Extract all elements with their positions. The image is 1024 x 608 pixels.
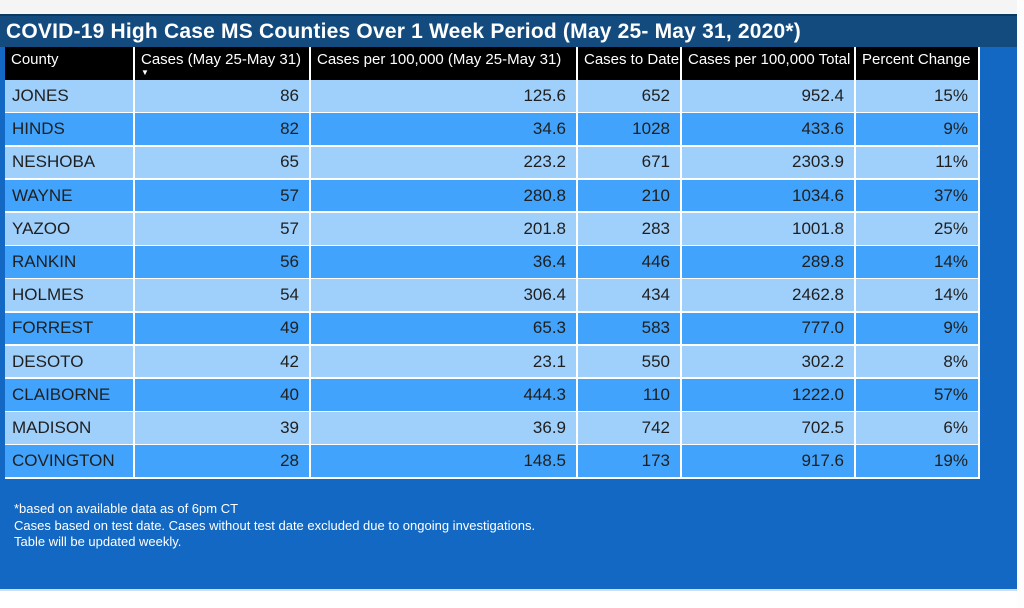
column-header-cases-may-25-may-31[interactable]: Cases (May 25-May 31) ▼ <box>135 47 309 84</box>
value-cell: 28 <box>135 445 309 477</box>
footnotes: *based on available data as of 6pm CT Cas… <box>14 501 535 551</box>
column-header-label: County <box>11 51 59 68</box>
value-cell: 201.8 <box>311 212 576 245</box>
column-header-label: Cases per 100,000 Total <box>688 51 851 68</box>
value-cell: 86 <box>135 80 309 112</box>
value-cell: 1028 <box>578 113 680 146</box>
value-cell: 173 <box>578 445 680 477</box>
county-cell: YAZOO <box>5 212 133 245</box>
value-cell: 444.3 <box>311 378 576 411</box>
column-header-label: Cases per 100,000 (May 25-May 31) <box>317 51 562 68</box>
column-header-county[interactable]: County <box>5 47 133 84</box>
value-cell: 57 <box>135 212 309 245</box>
report-canvas: COVID-19 High Case MS Counties Over 1 We… <box>0 14 1017 591</box>
value-cell: 40 <box>135 378 309 411</box>
county-cell: JONES <box>5 80 133 112</box>
value-cell: 49 <box>135 312 309 345</box>
county-cell: CLAIBORNE <box>5 378 133 411</box>
county-cell: HOLMES <box>5 279 133 311</box>
value-cell: 14% <box>856 246 978 278</box>
value-cell: 57 <box>135 179 309 212</box>
value-cell: 433.6 <box>682 113 854 146</box>
value-cell: 36.4 <box>311 246 576 278</box>
value-cell: 1034.6 <box>682 179 854 212</box>
value-cell: 446 <box>578 246 680 278</box>
value-cell: 9% <box>856 113 978 146</box>
value-cell: 434 <box>578 279 680 311</box>
column-header-percent-change[interactable]: Percent Change <box>856 47 978 84</box>
value-cell: 34.6 <box>311 113 576 146</box>
right-margin-strip <box>1017 0 1024 608</box>
value-cell: 671 <box>578 146 680 179</box>
value-cell: 777.0 <box>682 312 854 345</box>
value-cell: 306.4 <box>311 279 576 311</box>
value-cell: 917.6 <box>682 445 854 477</box>
column-header-cases-per-100-000-total[interactable]: Cases per 100,000 Total <box>682 47 854 84</box>
value-cell: 57% <box>856 378 978 411</box>
footnote-line: Table will be updated weekly. <box>14 534 182 549</box>
value-cell: 65 <box>135 146 309 179</box>
value-cell: 1001.8 <box>682 212 854 245</box>
county-cell: HINDS <box>5 113 133 146</box>
value-cell: 1222.0 <box>682 378 854 411</box>
county-cell: DESOTO <box>5 345 133 378</box>
value-cell: 652 <box>578 80 680 112</box>
value-cell: 6% <box>856 412 978 444</box>
county-cell: RANKIN <box>5 246 133 278</box>
value-cell: 8% <box>856 345 978 378</box>
value-cell: 952.4 <box>682 80 854 112</box>
column-header-label: Cases (May 25-May 31) <box>141 51 302 68</box>
value-cell: 742 <box>578 412 680 444</box>
value-cell: 14% <box>856 279 978 311</box>
value-cell: 54 <box>135 279 309 311</box>
value-cell: 25% <box>856 212 978 245</box>
value-cell: 280.8 <box>311 179 576 212</box>
value-cell: 42 <box>135 345 309 378</box>
report-title-bar: COVID-19 High Case MS Counties Over 1 We… <box>0 14 1017 47</box>
value-cell: 125.6 <box>311 80 576 112</box>
value-cell: 65.3 <box>311 312 576 345</box>
column-header-label: Percent Change <box>862 51 971 68</box>
value-cell: 39 <box>135 412 309 444</box>
footnote-line: Cases based on test date. Cases without … <box>14 517 536 533</box>
value-cell: 110 <box>578 378 680 411</box>
value-cell: 550 <box>578 345 680 378</box>
value-cell: 36.9 <box>311 412 576 444</box>
column-header-cases-per-100-000-may-25-may-31[interactable]: Cases per 100,000 (May 25-May 31) <box>311 47 576 84</box>
county-cell: COVINGTON <box>5 445 133 477</box>
value-cell: 37% <box>856 179 978 212</box>
value-cell: 148.5 <box>311 445 576 477</box>
page-title: COVID-19 High Case MS Counties Over 1 We… <box>6 19 801 43</box>
value-cell: 223.2 <box>311 146 576 179</box>
county-cell: FORREST <box>5 312 133 345</box>
value-cell: 82 <box>135 113 309 146</box>
value-cell: 2303.9 <box>682 146 854 179</box>
footnote-line: *based on available data as of 6pm CT <box>14 501 239 516</box>
county-cell: MADISON <box>5 412 133 444</box>
value-cell: 11% <box>856 146 978 179</box>
covid-county-table: County Cases (May 25-May 31) ▼ Cases per 10… <box>5 47 980 479</box>
value-cell: 23.1 <box>311 345 576 378</box>
value-cell: 283 <box>578 212 680 245</box>
value-cell: 56 <box>135 246 309 278</box>
column-header-cases-to-date[interactable]: Cases to Date <box>578 47 680 84</box>
top-margin-strip <box>0 0 1024 14</box>
value-cell: 210 <box>578 179 680 212</box>
county-cell: NESHOBA <box>5 146 133 179</box>
value-cell: 19% <box>856 445 978 477</box>
value-cell: 15% <box>856 80 978 112</box>
value-cell: 583 <box>578 312 680 345</box>
value-cell: 289.8 <box>682 246 854 278</box>
value-cell: 302.2 <box>682 345 854 378</box>
value-cell: 702.5 <box>682 412 854 444</box>
column-header-label: Cases to Date <box>584 51 680 68</box>
county-cell: WAYNE <box>5 179 133 212</box>
value-cell: 9% <box>856 312 978 345</box>
value-cell: 2462.8 <box>682 279 854 311</box>
sort-descending-icon: ▼ <box>141 68 149 77</box>
